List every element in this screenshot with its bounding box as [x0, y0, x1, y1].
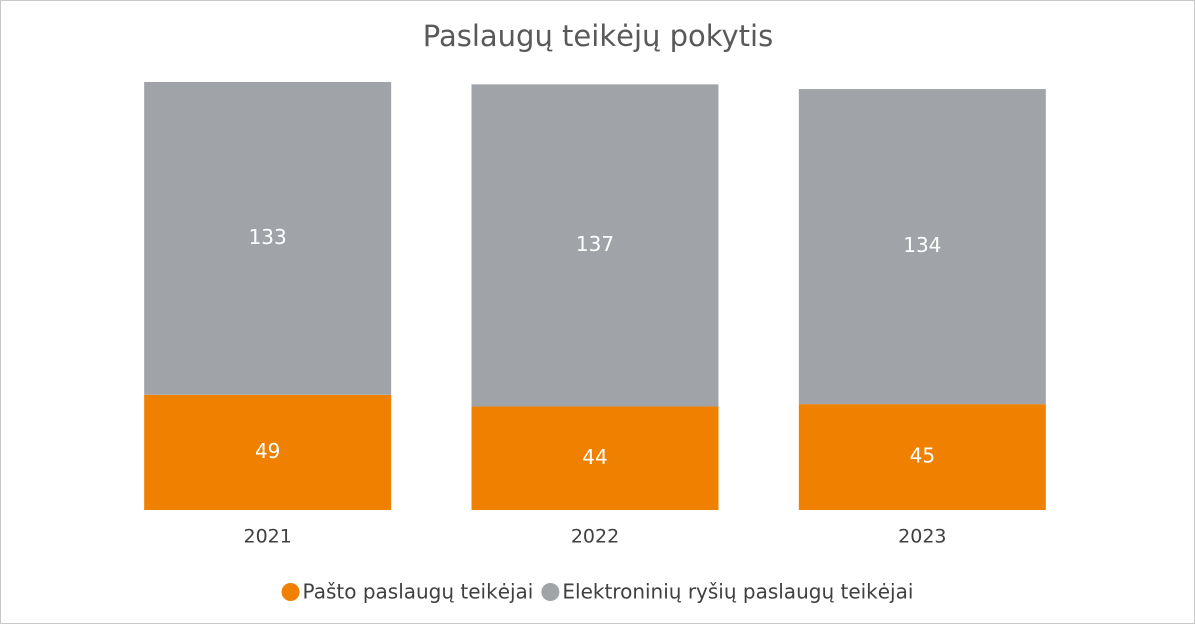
bar-segment	[798, 89, 1046, 405]
bar-segment	[144, 82, 392, 395]
x-tick-label: 2023	[898, 526, 946, 548]
bar-segment	[471, 406, 719, 510]
x-tick-label: 2021	[243, 526, 291, 548]
data-label: 45	[910, 444, 935, 468]
bar-segment	[471, 84, 719, 407]
bar-segment	[798, 404, 1046, 510]
legend-marker	[541, 583, 560, 601]
legend-label: Elektroninių ryšių paslaugų teikėjai	[562, 580, 913, 604]
legend-label: Pašto paslaugų teikėjai	[303, 580, 534, 604]
data-label: 137	[576, 232, 614, 256]
data-label: 134	[903, 233, 941, 257]
chart-title: Paslaugų teikėjų pokytis	[423, 19, 773, 53]
bar-segment	[144, 394, 392, 510]
data-label: 133	[249, 225, 287, 249]
x-tick-label: 2022	[571, 526, 619, 548]
data-label: 44	[582, 445, 607, 469]
legend-marker	[281, 583, 300, 601]
data-label: 49	[255, 439, 280, 463]
